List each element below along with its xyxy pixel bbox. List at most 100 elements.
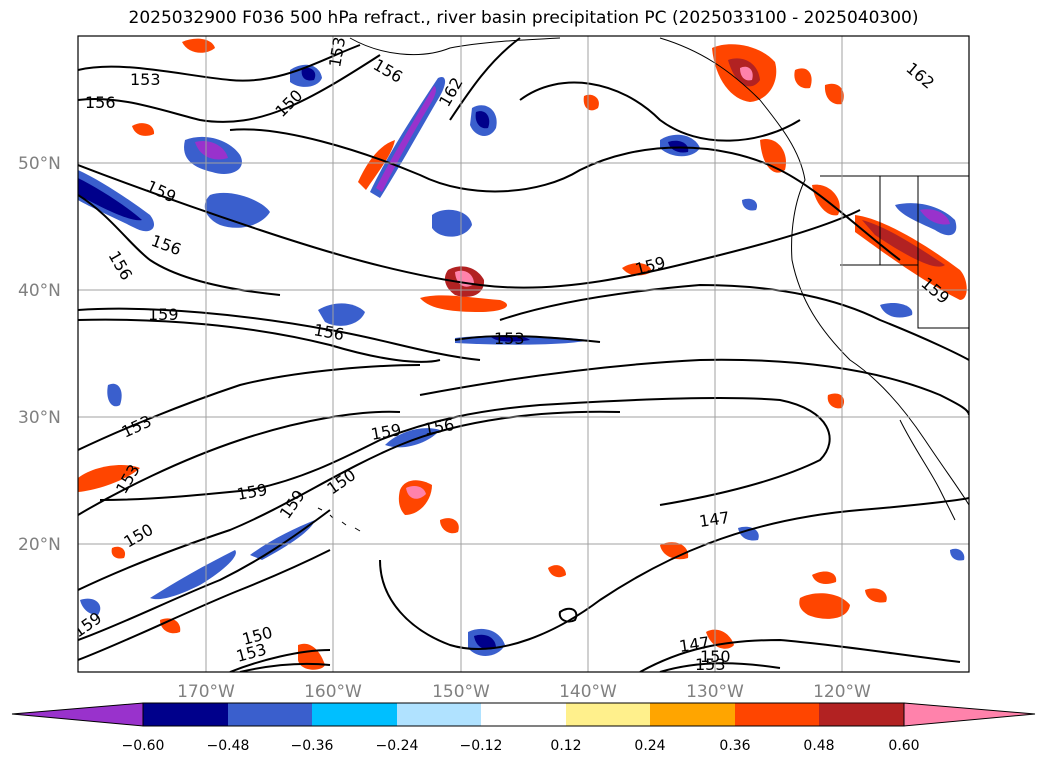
negative-precip-region — [150, 550, 236, 600]
precip-shading — [78, 38, 967, 670]
colorbar-tick: −0.36 — [291, 738, 334, 754]
negative-precip-region — [474, 634, 496, 650]
negative-precip-region — [78, 178, 142, 221]
colorbar-tick: 0.60 — [888, 738, 919, 754]
contour-147-south — [379, 497, 969, 650]
baja-coastline — [899, 419, 956, 521]
colorbar-segment — [566, 703, 650, 726]
positive-precip-region — [812, 571, 837, 584]
positive-precip-region — [824, 83, 844, 105]
colorbar-tick: 0.12 — [550, 738, 581, 754]
positive-precip-region — [78, 465, 140, 492]
positive-precip-region — [440, 518, 459, 534]
positive-precip-region — [182, 38, 215, 53]
lon-label-150w: 150°W — [432, 682, 490, 702]
north-american-coastline — [659, 37, 969, 506]
coastlines — [317, 37, 969, 532]
positive-precip-region — [865, 588, 887, 603]
negative-precip-region — [318, 303, 365, 326]
contour-159-southwest — [99, 396, 831, 506]
lon-label-170w: 170°W — [177, 682, 235, 702]
contour-label: 153 — [695, 655, 726, 674]
negative-precip-region — [895, 203, 957, 236]
negative-precip-region — [250, 520, 315, 560]
lat-label-50n: 50°N — [18, 154, 61, 174]
lon-label-120w: 120°W — [813, 682, 871, 702]
lat-label-20n: 20°N — [18, 535, 61, 555]
colorbar-segment — [819, 703, 904, 726]
negative-precip-region — [376, 86, 436, 192]
hawaii-islands — [317, 507, 361, 532]
contour-162-alaska — [449, 37, 521, 121]
negative-precip-region — [301, 67, 316, 81]
alaska-coastline — [349, 37, 561, 56]
colorbar-tick: −0.48 — [207, 738, 250, 754]
positive-precip-region — [358, 140, 395, 190]
colorbar-tick: −0.60 — [122, 738, 165, 754]
contour-153-north — [78, 44, 361, 82]
colorbar-tick: 0.48 — [803, 738, 834, 754]
positive-precip-region — [548, 565, 566, 578]
contour-150-bottom — [229, 649, 331, 672]
contour-label: 153 — [130, 70, 161, 89]
colorbar-tick: −0.12 — [460, 738, 503, 754]
colorbar: −0.60 −0.48 −0.36 −0.24 −0.12 0.12 0.24 … — [11, 702, 1036, 754]
colorbar-left-extension — [11, 702, 144, 727]
colorbar-segment — [481, 703, 566, 726]
contour-156-central — [78, 318, 441, 363]
contour-159-central — [78, 307, 481, 361]
contour-small-loop — [558, 607, 578, 623]
lon-label-140w: 140°W — [559, 682, 617, 702]
colorbar-segment — [228, 703, 312, 726]
colorbar-outline — [142, 702, 905, 727]
lon-label-130w: 130°W — [686, 682, 744, 702]
negative-precip-region — [432, 209, 472, 237]
contour-label: 150 — [700, 647, 731, 666]
contour-label: 153 — [494, 329, 525, 348]
positive-precip-region — [111, 546, 126, 559]
contour-153-southeast — [659, 662, 781, 672]
map-frame-background — [78, 36, 969, 672]
contour-150-south — [78, 410, 401, 516]
positive-precip-region — [862, 220, 945, 267]
positive-precip-region — [420, 295, 508, 312]
contour-label: 156 — [85, 93, 116, 112]
negative-precip-region — [80, 598, 101, 615]
positive-precip-region — [827, 393, 845, 409]
negative-precip-region — [195, 140, 228, 160]
negative-precip-region — [204, 192, 270, 228]
colorbar-segment — [735, 703, 819, 726]
contour-147-southeast — [639, 638, 961, 672]
negative-precip-region — [385, 428, 440, 448]
longitude-labels: 170°W 160°W 150°W 140°W 130°W 120°W — [177, 682, 871, 702]
positive-precip-region — [794, 68, 812, 89]
positive-precip-region — [740, 66, 753, 81]
contour-153-low — [454, 335, 601, 343]
contour-150-low — [78, 509, 331, 641]
negative-precip-region — [742, 198, 758, 211]
negative-precip-region — [880, 303, 913, 318]
graticule — [78, 36, 969, 672]
positive-precip-region — [406, 486, 426, 499]
negative-precip-region — [920, 209, 950, 225]
contour-156-east — [419, 358, 969, 416]
contour-153-south — [78, 364, 421, 451]
positive-precip-region — [132, 123, 155, 136]
positive-precip-region — [799, 593, 850, 619]
colorbar-tick: −0.24 — [376, 738, 419, 754]
colorbar-segment — [650, 703, 735, 726]
colorbar-tick: 0.24 — [634, 738, 665, 754]
contour-label: 147 — [678, 633, 711, 656]
map-frame — [77, 35, 970, 673]
negative-precip-region — [738, 526, 759, 541]
lat-label-30n: 30°N — [18, 408, 61, 428]
negative-precip-region — [475, 111, 490, 129]
positive-precip-region — [583, 94, 599, 111]
colorbar-segment — [143, 703, 228, 726]
contour-153-bottom — [239, 662, 331, 672]
contour-center-loop — [229, 128, 901, 261]
negative-precip-region — [950, 548, 965, 561]
colorbar-right-extension — [903, 702, 1036, 727]
contour-gulf-of-alaska-loop — [519, 81, 801, 142]
